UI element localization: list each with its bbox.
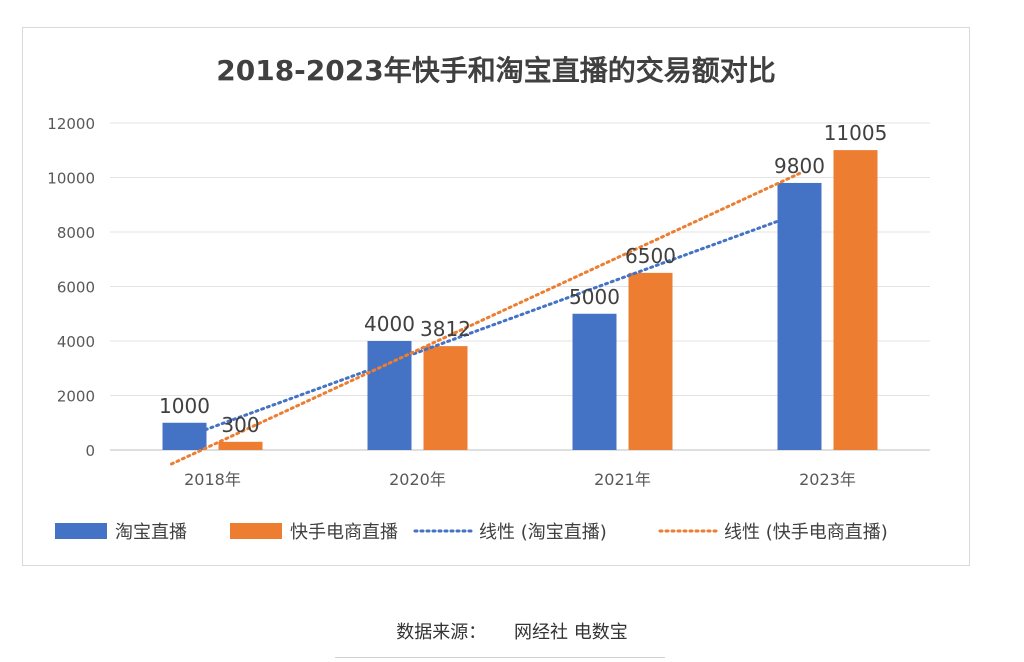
legend-label: 快手电商直播: [290, 522, 398, 543]
trendline: [170, 210, 805, 444]
data-label: 6500: [625, 244, 676, 268]
bar-kuaishou: [628, 272, 673, 450]
bar-kuaishou: [423, 346, 468, 450]
source-line: 数据来源： 网经社 电数宝: [0, 618, 1024, 644]
legend: 淘宝直播 快手电商直播 线性 (淘宝直播) 线性 (快手电商直播): [55, 522, 888, 543]
bar-kuaishou: [218, 441, 263, 450]
x-tick-label: 2023年: [799, 470, 856, 489]
legend-label: 线性 (淘宝直播): [479, 522, 607, 543]
trendline: [170, 170, 805, 466]
trendlines: [170, 170, 805, 466]
y-tick-label: 2000: [57, 388, 95, 406]
source-label: 数据来源：: [396, 622, 487, 643]
data-label: 4000: [364, 312, 415, 336]
legend-swatch: [230, 523, 282, 539]
legend-label: 线性 (快手电商直播): [724, 522, 888, 543]
data-label: 11005: [824, 121, 888, 145]
y-tick-label: 12000: [47, 115, 95, 133]
y-tick-label: 6000: [57, 279, 95, 297]
y-tick-label: 4000: [57, 333, 95, 351]
y-tick-label: 10000: [47, 170, 95, 188]
data-label: 1000: [159, 394, 210, 418]
chart-title: 2018-2023年快手和淘宝直播的交易额对比: [216, 54, 775, 87]
y-axis-ticks: 0 2000 4000 6000 8000 10000 12000: [47, 115, 95, 460]
legend-swatch: [55, 523, 107, 539]
y-tick-label: 8000: [57, 224, 95, 242]
x-tick-label: 2018年: [184, 470, 241, 489]
x-tick-label: 2021年: [594, 470, 651, 489]
data-label: 5000: [569, 285, 620, 309]
data-label: 9800: [774, 154, 825, 178]
data-label: 3812: [420, 317, 471, 341]
y-tick-label: 0: [85, 442, 95, 460]
bar-kuaishou: [833, 150, 878, 450]
x-tick-label: 2020年: [389, 470, 446, 489]
bars: [162, 150, 878, 450]
x-axis-ticks: 2018年 2020年 2021年 2023年: [184, 470, 856, 489]
bar-taobao: [572, 313, 617, 450]
bar-taobao: [367, 341, 412, 450]
data-label: 300: [221, 413, 259, 437]
legend-label: 淘宝直播: [115, 522, 187, 543]
chart-canvas: 2018-2023年快手和淘宝直播的交易额对比 0 2000 4000 6000 800…: [47, 54, 930, 543]
divider: [335, 657, 665, 658]
bar-taobao: [777, 182, 822, 450]
source-value: 网经社 电数宝: [514, 622, 628, 643]
